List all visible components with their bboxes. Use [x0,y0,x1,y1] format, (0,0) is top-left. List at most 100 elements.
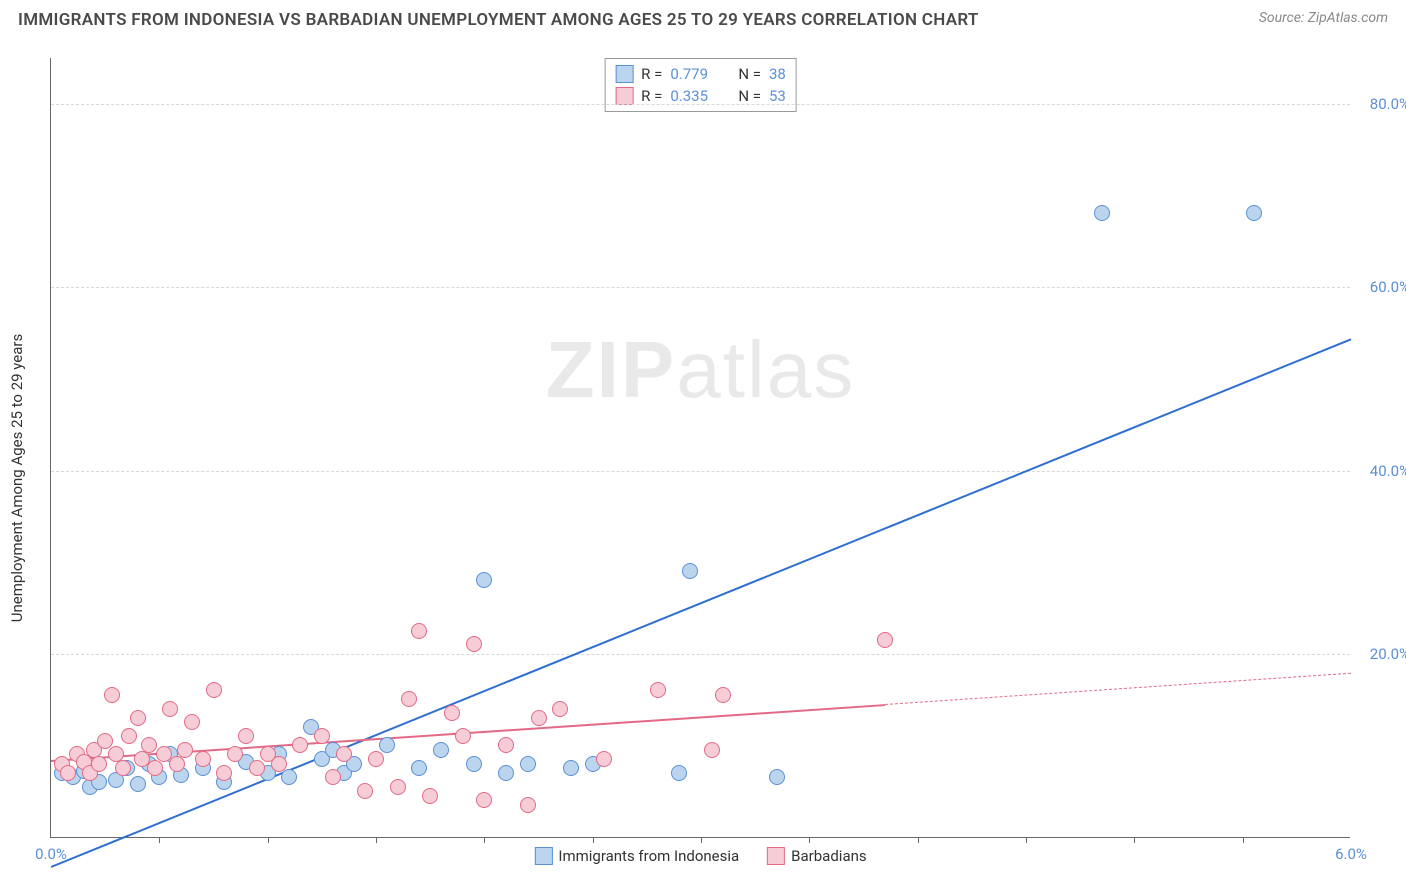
data-point-indonesia [433,742,449,758]
data-point-barbadians [704,742,720,758]
data-point-barbadians [877,632,893,648]
data-point-barbadians [169,756,185,772]
gridline-h [51,287,1350,288]
x-minor-tick [268,837,269,843]
legend-correlation-row: R = 0.779 N = 38 [615,63,786,85]
data-point-barbadians [325,769,341,785]
data-point-indonesia [498,765,514,781]
data-point-indonesia [379,737,395,753]
legend-n-label: N = [738,87,761,105]
data-point-barbadians [520,797,536,813]
chart-header: IMMIGRANTS FROM INDONESIA VS BARBADIAN U… [0,0,1406,34]
data-point-barbadians [368,751,384,767]
legend-r-label: R = [641,65,662,83]
data-point-barbadians [552,701,568,717]
x-minor-tick [1026,837,1027,843]
data-point-barbadians [147,760,163,776]
x-minor-tick [159,837,160,843]
plot-area: ZIPatlas R =0.779N =38R =0.335N =53 Immi… [50,58,1350,838]
data-point-barbadians [104,687,120,703]
y-tick-label: 40.0% [1370,462,1406,480]
watermark-left: ZIP [546,325,676,414]
data-point-barbadians [238,728,254,744]
data-point-barbadians [498,737,514,753]
data-point-indonesia [671,765,687,781]
x-minor-tick [484,837,485,843]
data-point-barbadians [466,636,482,652]
chart-title: IMMIGRANTS FROM INDONESIA VS BARBADIAN U… [18,10,979,30]
data-point-barbadians [216,765,232,781]
data-point-barbadians [401,691,417,707]
x-minor-tick [1134,837,1135,843]
y-tick-label: 80.0% [1370,95,1406,113]
data-point-indonesia [769,769,785,785]
trend-line [51,338,1352,867]
data-point-indonesia [1094,205,1110,221]
data-point-barbadians [715,687,731,703]
legend-swatch [767,847,785,865]
data-point-barbadians [115,760,131,776]
data-point-barbadians [162,701,178,717]
data-point-barbadians [390,779,406,795]
data-point-barbadians [596,751,612,767]
chart-source: Source: ZipAtlas.com [1259,10,1388,26]
gridline-h [51,104,1350,105]
data-point-barbadians [271,756,287,772]
legend-swatch [615,87,633,105]
data-point-barbadians [455,728,471,744]
legend-swatch [534,847,552,865]
legend-series-item: Barbadians [767,847,866,865]
data-point-indonesia [130,776,146,792]
data-point-barbadians [91,756,107,772]
data-point-barbadians [177,742,193,758]
data-point-indonesia [411,760,427,776]
y-tick-label: 60.0% [1370,278,1406,296]
data-point-barbadians [206,682,222,698]
data-point-indonesia [466,756,482,772]
x-minor-tick [593,837,594,843]
data-point-indonesia [1246,205,1262,221]
x-minor-tick [1243,837,1244,843]
data-point-barbadians [184,714,200,730]
data-point-indonesia [281,769,297,785]
data-point-indonesia [682,563,698,579]
data-point-barbadians [97,733,113,749]
x-minor-tick [701,837,702,843]
data-point-indonesia [563,760,579,776]
legend-r-label: R = [641,87,662,105]
x-minor-tick [376,837,377,843]
legend-r-value: 0.779 [670,65,718,83]
data-point-barbadians [336,746,352,762]
x-tick-label: 6.0% [1335,845,1367,863]
legend-swatch [615,65,633,83]
data-point-barbadians [411,623,427,639]
data-point-barbadians [531,710,547,726]
gridline-h [51,471,1350,472]
y-tick-label: 20.0% [1370,645,1406,663]
y-axis-label: Unemployment Among Ages 25 to 29 years [8,334,26,622]
data-point-barbadians [249,760,265,776]
x-minor-tick [809,837,810,843]
data-point-indonesia [520,756,536,772]
watermark: ZIPatlas [546,324,855,416]
x-minor-tick [918,837,919,843]
data-point-barbadians [422,788,438,804]
data-point-barbadians [60,765,76,781]
data-point-barbadians [121,728,137,744]
legend-series-label: Barbadians [791,847,866,865]
data-point-barbadians [292,737,308,753]
data-point-barbadians [650,682,666,698]
data-point-barbadians [314,728,330,744]
legend-n-label: N = [738,65,761,83]
data-point-barbadians [141,737,157,753]
legend-series-item: Immigrants from Indonesia [534,847,739,865]
gridline-h [51,654,1350,655]
data-point-barbadians [227,746,243,762]
chart-container: Unemployment Among Ages 25 to 29 years Z… [0,38,1406,892]
watermark-right: atlas [676,325,855,414]
legend-n-value: 38 [769,65,786,83]
trend-line [885,673,1351,705]
legend-series-label: Immigrants from Indonesia [558,847,739,865]
legend-n-value: 53 [769,87,786,105]
data-point-barbadians [130,710,146,726]
